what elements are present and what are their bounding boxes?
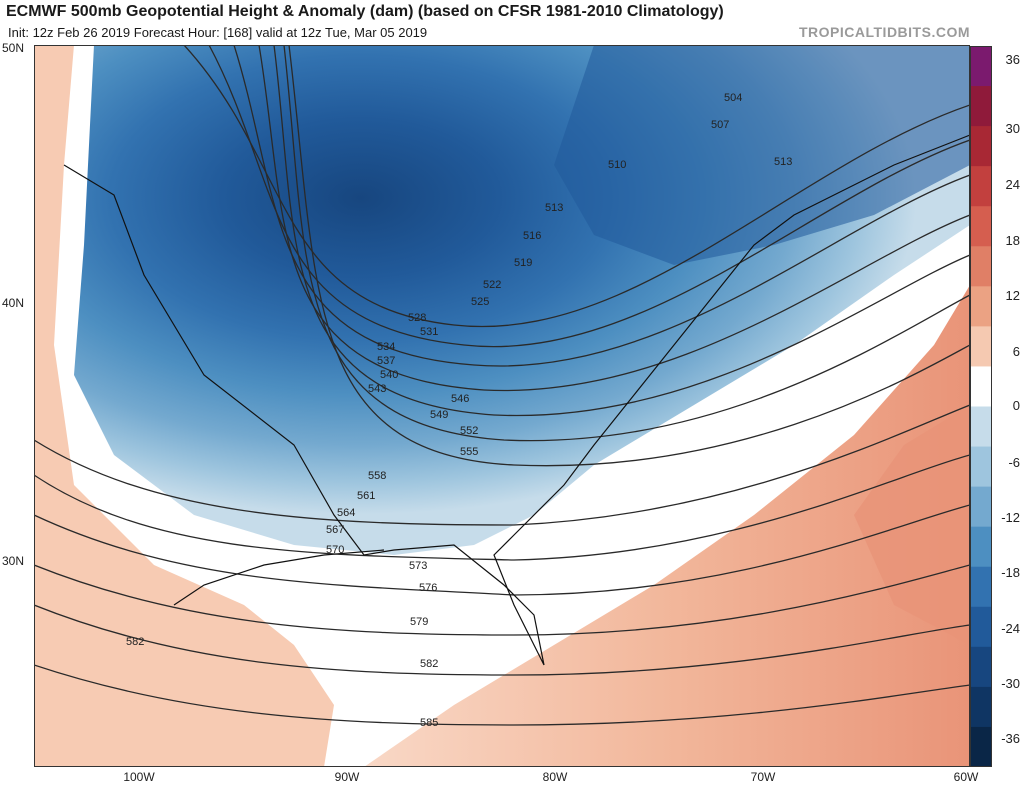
- colorbar-segment: [970, 566, 992, 608]
- contour-label: 528: [408, 312, 426, 324]
- colorbar-tick: 18: [1005, 233, 1020, 248]
- contour-label: 525: [471, 296, 489, 308]
- contour-label: 576: [419, 582, 437, 594]
- contour-label: 513: [774, 156, 792, 168]
- contour-label: 585: [420, 717, 438, 729]
- contour-label: 522: [483, 279, 501, 291]
- colorbar-tick: 24: [1005, 177, 1020, 192]
- lon-label: 80W: [542, 770, 568, 784]
- contour-label: 504: [724, 92, 742, 104]
- positive-anomaly-southwest: [34, 45, 334, 767]
- contour-label: 552: [460, 425, 478, 437]
- colorbar-segment: [970, 166, 992, 207]
- colorbar-segment: [970, 286, 992, 327]
- chart-title: ECMWF 500mb Geopotential Height & Anomal…: [6, 3, 724, 20]
- anomaly-colorbar: [970, 46, 992, 767]
- negative-anomaly-northeast: [554, 45, 970, 265]
- contour-label: 555: [460, 446, 478, 458]
- lon-label: 70W: [750, 770, 776, 784]
- contour-label: 507: [711, 119, 729, 131]
- colorbar-segment: [970, 126, 992, 167]
- contour-label: 570: [326, 544, 344, 556]
- colorbar-segment: [970, 606, 992, 648]
- contour-label: 534: [377, 341, 395, 353]
- positive-anomaly-core: [854, 405, 970, 645]
- contour-label: 510: [608, 159, 626, 171]
- lon-label: 100W: [123, 770, 155, 784]
- colorbar-border: [970, 46, 992, 767]
- contour-label: 561: [357, 490, 375, 502]
- colorbar-segment: [970, 446, 992, 488]
- contour-label: 546: [451, 393, 469, 405]
- contour-label: 513: [545, 202, 563, 214]
- height-contours: [34, 45, 970, 726]
- colorbar-tick: -12: [1001, 510, 1020, 525]
- contour-label: 564: [337, 507, 355, 519]
- contour-label: 537: [377, 355, 395, 367]
- colorbar-tick: -24: [1001, 621, 1020, 636]
- colorbar-tick: -36: [1001, 731, 1020, 746]
- contour-label: 579: [410, 616, 428, 628]
- colorbar-tick: 0: [1012, 398, 1020, 413]
- contour-label: 540: [380, 369, 398, 381]
- lat-label: 30N: [2, 554, 25, 568]
- map-border: [34, 45, 970, 767]
- colorbar-segment: [970, 526, 992, 568]
- lat-label: 40N: [2, 296, 25, 310]
- colorbar-segment: [970, 246, 992, 287]
- contour-label: 558: [368, 470, 386, 482]
- colorbar-segment: [970, 686, 992, 728]
- contour-label: 516: [523, 230, 541, 242]
- gulf-coastline: [173, 549, 385, 606]
- colorbar-segment: [970, 326, 992, 367]
- colorbar-segment: [970, 206, 992, 247]
- contour-label: 567: [326, 524, 344, 536]
- contour-label: 549: [430, 409, 448, 421]
- colorbar-tick: -18: [1001, 565, 1020, 580]
- colorbar-tick: 36: [1005, 52, 1020, 67]
- colorbar-segment: [970, 46, 992, 87]
- colorbar-segment: [970, 86, 992, 127]
- source-watermark: TROPICALTIDBITS.COM: [798, 24, 970, 40]
- contour-label: 582: [420, 658, 438, 670]
- lon-label: 60W: [953, 770, 979, 784]
- colorbar-tick: -30: [1001, 676, 1020, 691]
- colorbar-segment: [970, 646, 992, 688]
- colorbar-segment: [970, 406, 992, 448]
- colorbar-segment: [970, 486, 992, 528]
- colorbar-tick: 12: [1005, 288, 1020, 303]
- contour-label: 531: [420, 326, 438, 338]
- colorbar-segment: [970, 366, 992, 407]
- lon-label: 90W: [334, 770, 360, 784]
- colorbar-segment: [970, 726, 992, 767]
- colorbar-tick: 6: [1012, 344, 1020, 359]
- contour-label: 573: [409, 560, 427, 572]
- positive-anomaly-southeast: [364, 285, 970, 767]
- contour-labels: 504 507 510 513 513 516 519 522 525 528 …: [126, 92, 792, 729]
- contour-label: 582: [126, 636, 144, 648]
- contour-label: 519: [514, 257, 532, 269]
- colorbar-tick: -6: [1008, 455, 1020, 470]
- lat-label: 50N: [2, 41, 25, 55]
- forecast-info: Init: 12z Feb 26 2019 Forecast Hour: [16…: [8, 25, 428, 40]
- anomaly-map: 504 507 510 513 513 516 519 522 525 528 …: [34, 45, 970, 767]
- colorbar-tick: 30: [1005, 121, 1020, 136]
- contour-label: 543: [368, 383, 386, 395]
- coastline: [63, 134, 970, 666]
